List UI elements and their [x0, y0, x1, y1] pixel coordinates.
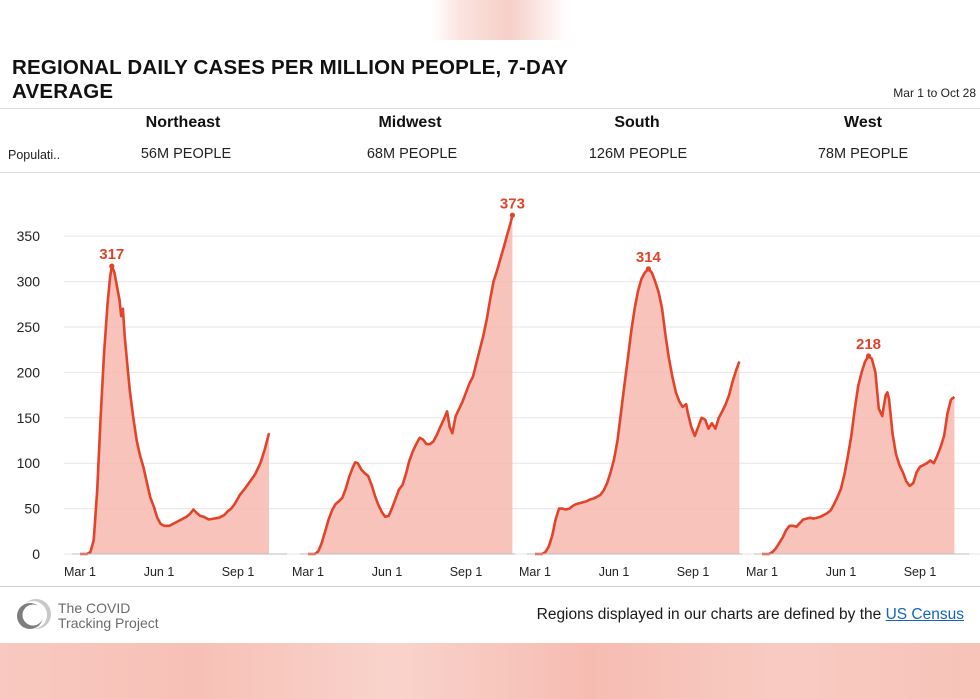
peak-label-west: 218	[856, 336, 881, 353]
date-range: Mar 1 to Oct 28	[893, 86, 976, 100]
population-west: 78M PEOPLE	[817, 146, 909, 162]
y-tick-label: 300	[17, 274, 41, 290]
line-northeast	[80, 264, 271, 556]
y-tick-label: 100	[17, 455, 41, 471]
panel-header-west: West	[844, 114, 882, 131]
x-tick-label: Jun 1	[372, 565, 403, 579]
peak-marker-midwest	[509, 212, 516, 218]
population-row-label: Populati..	[8, 148, 61, 162]
population-divider	[0, 172, 980, 173]
logo-wordmark: The COVID Tracking Project	[58, 601, 159, 631]
x-tick-label: Sep 1	[450, 565, 483, 579]
x-tick-label: Jun 1	[599, 565, 630, 579]
x-tick-label: Sep 1	[222, 565, 255, 579]
y-tick-label: 50	[24, 501, 40, 517]
x-tick-label: Sep 1	[677, 565, 710, 579]
top-background-band	[0, 0, 980, 40]
logo-text-line1: The COVID	[58, 600, 131, 616]
x-tick-label: Mar 1	[292, 565, 324, 579]
covid-tracking-project-logo-icon	[17, 599, 51, 629]
peak-marker-northeast	[109, 263, 115, 269]
area-midwest	[308, 215, 513, 555]
area-northeast	[80, 266, 269, 554]
x-tick-label: Mar 1	[64, 565, 96, 579]
panel-header-midwest: Midwest	[378, 114, 442, 131]
peak-label-south: 314	[636, 249, 662, 266]
area-west	[762, 356, 955, 554]
population-midwest: 68M PEOPLE	[366, 146, 458, 162]
panel-header-northeast: Northeast	[145, 114, 221, 131]
x-tick-label: Jun 1	[144, 565, 175, 579]
x-tick-label: Jun 1	[826, 565, 857, 579]
x-tick-label: Mar 1	[746, 565, 778, 579]
x-tick-label: Sep 1	[904, 565, 937, 579]
line-west	[762, 354, 956, 556]
bottom-background-band	[0, 643, 980, 699]
peak-label-midwest: 373	[500, 195, 525, 212]
us-census-link[interactable]: US Census	[885, 606, 964, 623]
x-tick-label: Mar 1	[519, 565, 551, 579]
logo-text-line2: Tracking Project	[58, 615, 159, 631]
y-tick-label: 200	[17, 364, 41, 380]
chart-title: REGIONAL DAILY CASES PER MILLION PEOPLE,…	[12, 56, 568, 103]
peak-label-northeast: 317	[99, 246, 124, 263]
footer-divider	[0, 586, 980, 587]
panel-header-south: South	[614, 114, 660, 131]
y-tick-label: 150	[17, 410, 41, 426]
y-tick-label: 0	[32, 546, 40, 562]
population-northeast: 56M PEOPLE	[140, 146, 232, 162]
footer-note: Regions displayed in our charts are defi…	[537, 606, 964, 624]
y-tick-label: 250	[17, 319, 41, 335]
peak-marker-west	[865, 353, 872, 359]
line-south	[535, 267, 741, 556]
header-divider	[0, 108, 980, 109]
area-south	[535, 268, 740, 554]
regional-cases-chart: 0 50 100 150 200 250 300 350 317 Mar 1 Jun 1 Sep 1 3…	[17, 195, 980, 579]
peak-marker-south	[645, 266, 651, 272]
y-tick-label: 350	[17, 228, 41, 244]
population-south: 126M PEOPLE	[588, 146, 688, 162]
footer-note-text: Regions displayed in our charts are defi…	[536, 606, 882, 623]
line-midwest	[308, 215, 514, 556]
